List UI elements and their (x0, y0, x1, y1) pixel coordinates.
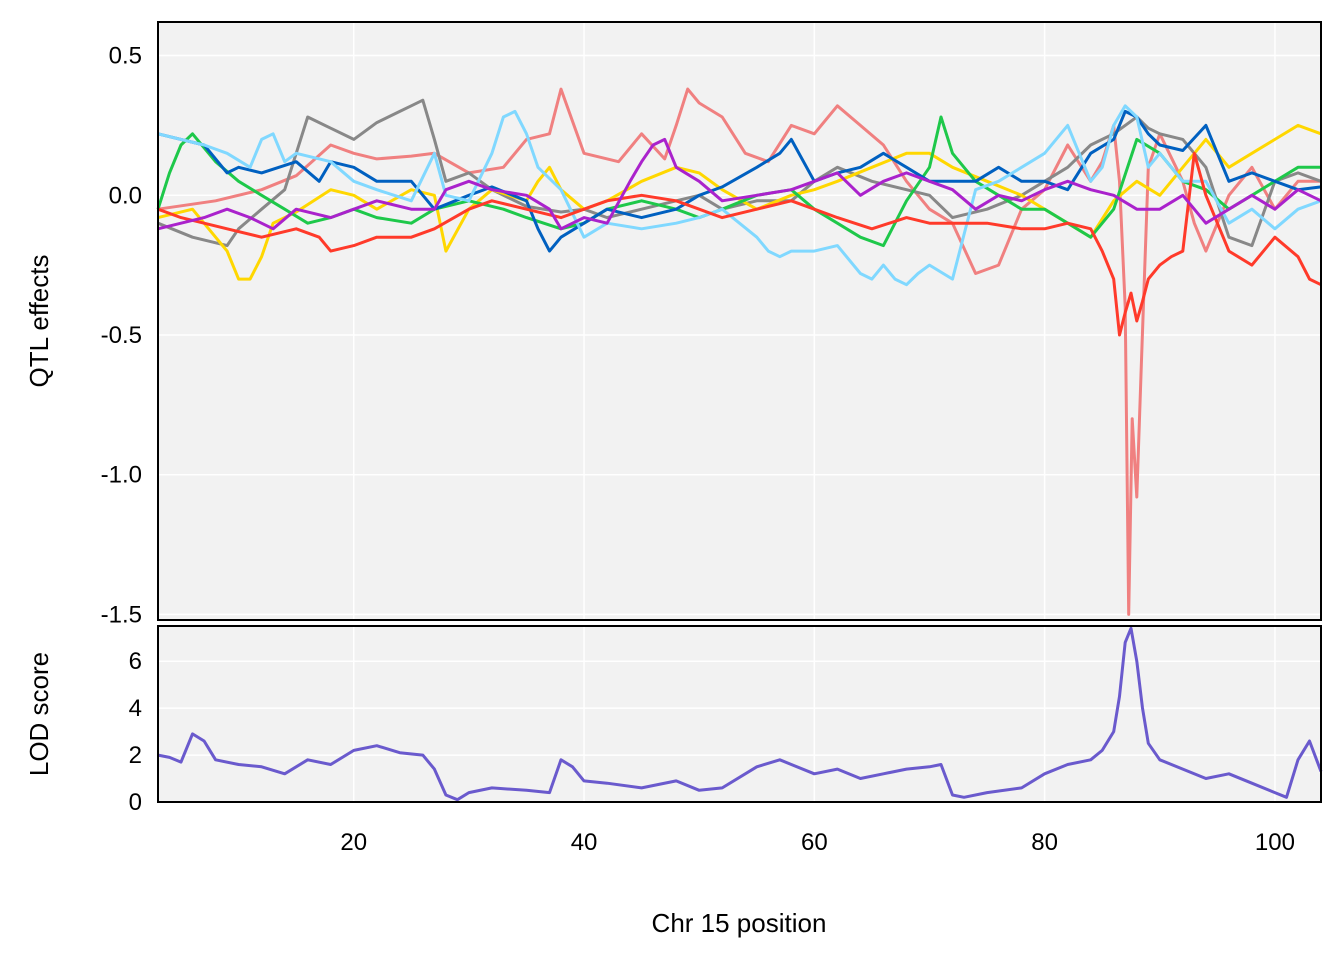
x-tick-label: 100 (1255, 829, 1295, 856)
effects-y-axis-title: QTL effects (24, 255, 54, 388)
effects-frame (157, 21, 1322, 621)
lod-y-axis-title: LOD score (24, 652, 54, 776)
effects-y-tick-label: -0.5 (101, 322, 142, 349)
x-tick-label: 20 (340, 829, 367, 856)
x-tick-label: 80 (1031, 829, 1058, 856)
effects-y-tick-label: -1.5 (101, 601, 142, 628)
effects-y-tick-label: -1.0 (101, 462, 142, 489)
effects-series-line-8 (157, 137, 1322, 231)
effects-series-line-2 (157, 98, 1322, 248)
effects-series-line-7 (157, 151, 1322, 337)
lod-y-tick-label: 6 (129, 648, 142, 675)
effects-panel: 0.5 0.0 -0.5 -1.0 -1.5 QTL effects (24, 21, 1322, 629)
effects-series-line-5 (157, 109, 1322, 253)
lod-y-tick-label: 0 (129, 789, 142, 816)
effects-y-axis: 0.5 0.0 -0.5 -1.0 -1.5 (101, 43, 142, 629)
lod-plot-area (158, 626, 1321, 802)
lod-y-axis: 0 2 4 6 (129, 648, 142, 816)
lod-frame (157, 625, 1322, 803)
effects-series-line-6 (157, 104, 1322, 287)
lod-series-line-1 (157, 626, 1323, 802)
x-axis-title: Chr 15 position (652, 908, 827, 938)
lod-y-tick-label: 4 (129, 695, 142, 722)
effects-y-tick-label: 0.0 (109, 182, 142, 209)
x-tick-label: 60 (801, 829, 828, 856)
effects-series-line-3 (157, 123, 1322, 281)
effects-series (156, 87, 1322, 616)
effects-y-tick-label: 0.5 (109, 43, 142, 70)
lod-series (157, 626, 1323, 802)
effects-plot-area (158, 22, 1321, 620)
lod-panel: 0 2 4 6 20 40 60 80 100 LOD score Chr 15 positi… (24, 625, 1323, 938)
x-tick-label: 40 (571, 829, 598, 856)
lod-y-tick-label: 2 (129, 742, 142, 769)
effects-series-line-1 (157, 87, 1321, 616)
x-axis: 20 40 60 80 100 (340, 829, 1295, 856)
